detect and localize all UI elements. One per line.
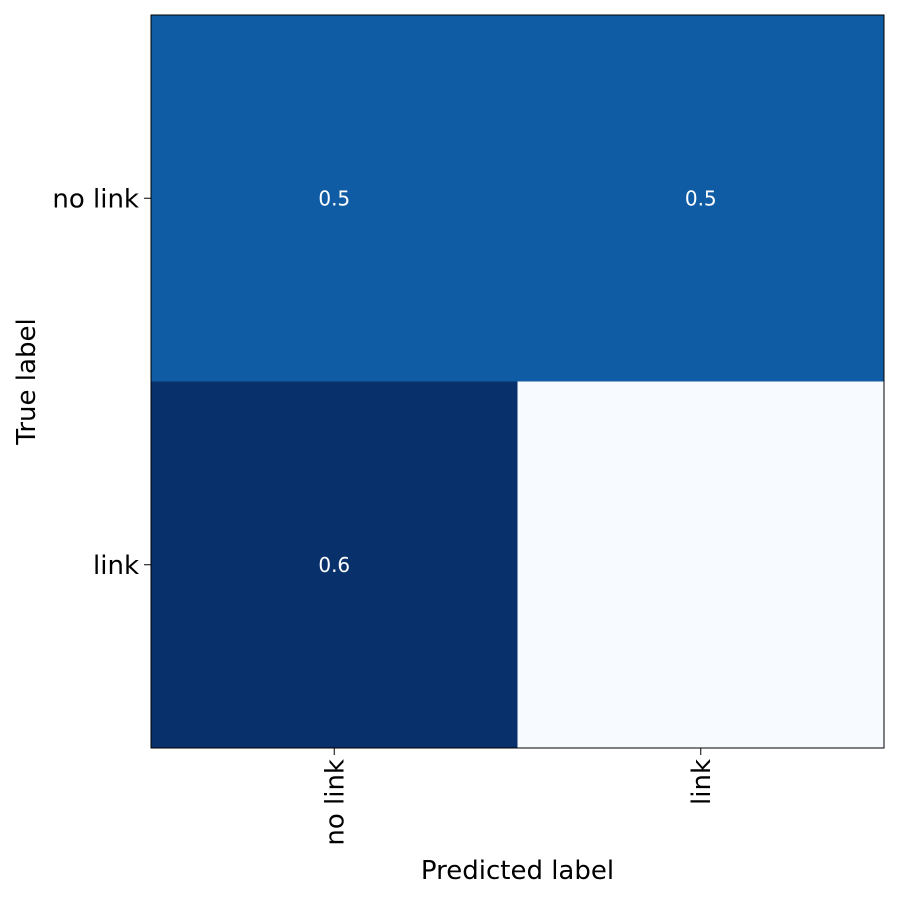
x-axis-label: Predicted label <box>421 856 614 886</box>
heatmap-cell-labels: 0.5 0.5 0.6 <box>318 186 716 577</box>
y-tick-label-0: no link <box>52 184 139 214</box>
heatmap-cell-r0-c0 <box>151 15 518 382</box>
cell-value-label-r0-c0: 0.5 <box>318 186 350 210</box>
heatmap-cells <box>151 15 885 749</box>
cell-value-label-r0-c1: 0.5 <box>685 186 717 210</box>
heatmap-cell-r1-c1 <box>517 381 885 749</box>
x-tick-label-0: no link <box>320 759 350 846</box>
heatmap-cell-r1-c0 <box>151 381 518 749</box>
y-axis-ticks: no link link <box>52 184 151 581</box>
cell-value-label-r1-c0: 0.6 <box>318 553 350 577</box>
y-tick-label-1: link <box>93 551 139 581</box>
heatmap-cell-r0-c1 <box>517 15 885 382</box>
y-axis-label: True label <box>12 318 42 445</box>
plot-frame <box>150 14 885 749</box>
x-tick-label-1: link <box>687 759 717 805</box>
x-axis-ticks: no link link <box>320 748 717 846</box>
